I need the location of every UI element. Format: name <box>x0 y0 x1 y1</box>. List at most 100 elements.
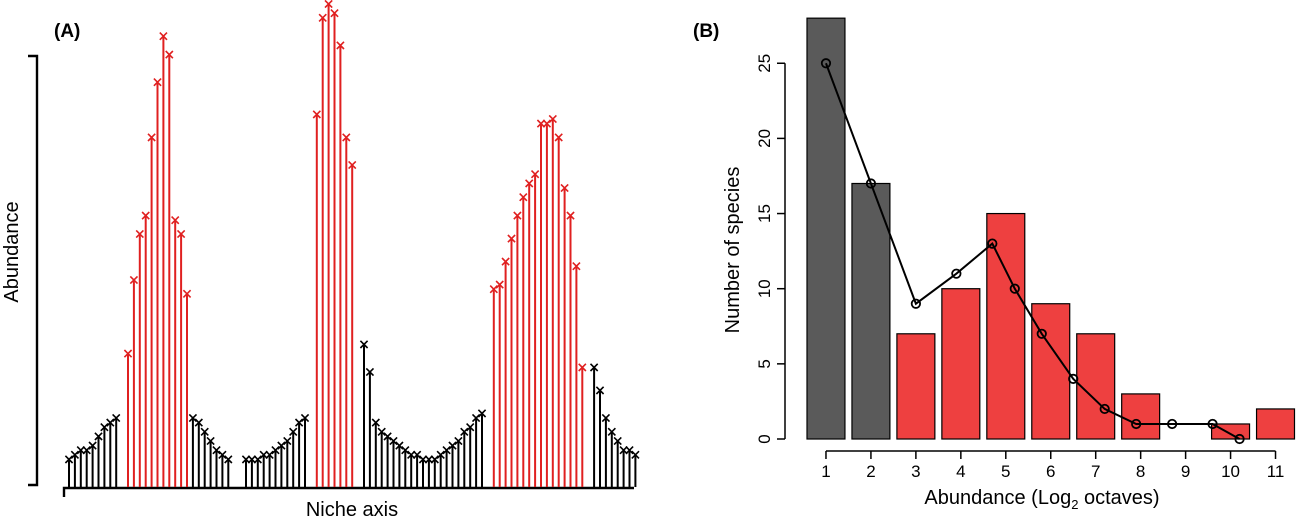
stem-marker <box>312 110 321 119</box>
stem-black <box>253 455 262 487</box>
x-tick-label: 6 <box>1046 462 1055 481</box>
stem-marker <box>129 275 139 285</box>
line-point <box>987 238 998 249</box>
stem-red <box>318 13 327 487</box>
stem-black <box>194 418 203 487</box>
stem-marker <box>371 418 380 427</box>
stem-black <box>430 455 439 487</box>
line-point <box>1167 418 1178 430</box>
stem-marker <box>300 413 310 423</box>
stem-marker <box>501 257 510 266</box>
bar-2 <box>851 182 891 440</box>
stem-black <box>224 455 233 487</box>
y-axis-title-b: Number of species <box>722 167 744 334</box>
panel-a-label: (A) <box>54 21 80 42</box>
stem-black <box>477 409 487 487</box>
stem-black <box>64 455 74 487</box>
line-point <box>1068 373 1079 384</box>
stem-black <box>294 418 304 487</box>
stem-red <box>176 229 186 487</box>
stem-marker <box>560 183 569 193</box>
stem-black <box>259 450 268 487</box>
stem-marker <box>466 423 475 432</box>
stem-marker <box>613 436 622 446</box>
stem-red <box>530 170 540 487</box>
bar-5 <box>986 212 1026 440</box>
stem-red <box>182 289 192 487</box>
stem-black <box>377 427 386 487</box>
stem-black <box>218 450 227 487</box>
stem-marker <box>625 446 634 455</box>
stem-marker <box>507 234 516 243</box>
x-tick-label: 3 <box>911 462 920 481</box>
x-axis-title-subscript: 2 <box>1071 497 1078 512</box>
panel-a: (A) Abundance Niche axis <box>1 0 640 517</box>
stem-marker <box>153 78 162 87</box>
stem-red <box>554 133 563 487</box>
panel-b: (B) Number of species Abundance (Log2 oc… <box>693 17 1296 512</box>
line-point <box>1131 418 1142 430</box>
bar-3 <box>896 333 936 440</box>
trend-line <box>825 62 1241 440</box>
x-tick-label: 5 <box>1001 462 1010 481</box>
stem-marker <box>430 455 439 464</box>
x-tick-label: 2 <box>866 462 875 481</box>
stem-marker <box>548 114 557 124</box>
stem-marker <box>442 446 451 455</box>
stem-marker <box>94 432 103 441</box>
y-axis-title: Abundance <box>1 201 23 302</box>
stem-black <box>271 446 280 487</box>
stem-marker <box>554 133 563 142</box>
x-axis-title-main: Abundance (Log <box>924 487 1071 509</box>
stem-black <box>206 436 215 487</box>
stem-marker <box>589 363 599 372</box>
x-axis-title-b: Abundance (Log2 octaves) <box>924 487 1159 512</box>
stem-marker <box>318 13 327 22</box>
stem-red <box>123 349 133 487</box>
stem-black <box>88 441 97 487</box>
stem-black <box>601 413 611 487</box>
stem-red <box>342 133 351 487</box>
line-point <box>1009 283 1020 294</box>
panel-b-label: (B) <box>693 21 719 42</box>
stem-marker <box>194 418 203 427</box>
stem-marker <box>365 367 375 377</box>
stem-black <box>395 441 404 487</box>
stem-marker <box>165 50 174 59</box>
stem-black <box>289 427 298 487</box>
stem-red <box>159 32 168 487</box>
stem-red <box>536 119 546 487</box>
stem-marker <box>253 455 262 464</box>
x-tick-label: 4 <box>956 462 965 481</box>
stem-marker <box>224 455 233 464</box>
stem-marker <box>294 418 304 427</box>
stem-marker <box>542 119 552 128</box>
x-tick-label: 1 <box>821 462 830 481</box>
stem-black <box>595 386 605 487</box>
y-tick-label: 15 <box>755 204 774 223</box>
stem-marker <box>206 436 215 446</box>
stem-marker <box>401 446 410 455</box>
stem-marker <box>188 413 198 423</box>
stem-marker <box>607 427 616 436</box>
stem-red <box>572 262 581 487</box>
stem-marker <box>106 418 115 427</box>
stem-marker <box>525 179 534 188</box>
stem-marker <box>631 450 640 459</box>
stem-black <box>371 418 380 487</box>
stem-marker <box>477 409 487 418</box>
stem-black <box>424 455 434 487</box>
stem-black <box>200 427 209 487</box>
stem-marker <box>412 450 422 459</box>
stem-marker <box>182 289 192 298</box>
stem-black <box>212 446 221 487</box>
stem-black <box>94 432 103 487</box>
stem-black <box>283 436 292 487</box>
bar-8 <box>1121 393 1161 440</box>
stem-marker <box>218 450 227 459</box>
stem-red <box>336 41 345 487</box>
bar-11 <box>1255 408 1296 440</box>
stem-black <box>625 446 634 487</box>
stem-marker <box>359 340 369 349</box>
